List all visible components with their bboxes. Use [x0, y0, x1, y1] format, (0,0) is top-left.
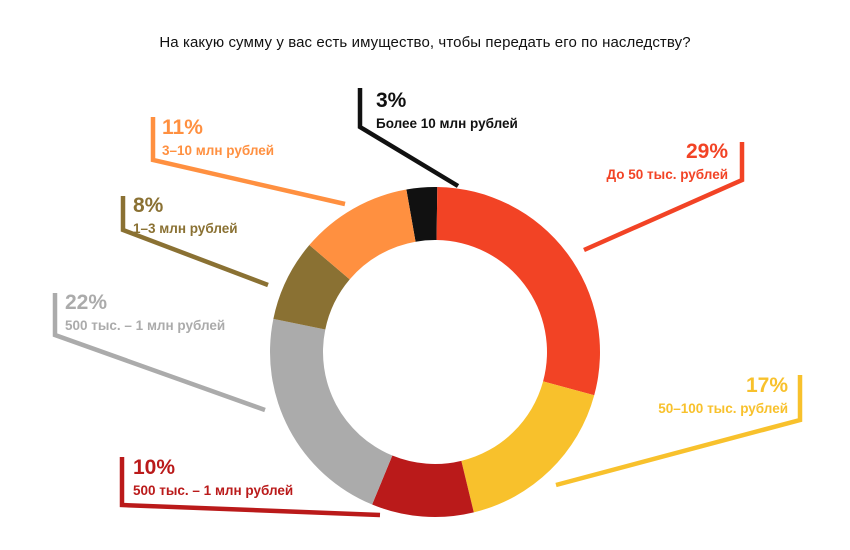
label-3-10m: 11% 3–10 млн рублей: [162, 117, 274, 158]
leader-lines: [52, 88, 803, 518]
pct-50-100k: 17%: [745, 374, 788, 397]
pct-under-50k: 29%: [685, 140, 728, 163]
leader-line-50-100k: [555, 375, 803, 488]
slice-under-50k: [436, 187, 600, 396]
chart-title: На какую сумму у вас есть имущество, что…: [159, 34, 691, 51]
pct-3-10m: 11%: [162, 116, 203, 139]
slice-50-100k: [461, 381, 595, 513]
slice-500k-1m-gray: [270, 318, 393, 505]
cap-50-100k: 50–100 тыс. рублей: [658, 401, 788, 416]
slice-3-10m: [309, 189, 416, 280]
label-500k-1m-red: 10% 500 тыс. – 1 млн рублей: [133, 457, 293, 498]
cap-1-3m: 1–3 млн рублей: [133, 221, 238, 236]
pct-500k-1m-gray: 22%: [65, 291, 108, 314]
donut-slices: [270, 186, 600, 517]
cap-500k-1m-red: 500 тыс. – 1 млн рублей: [133, 483, 294, 498]
label-50-100k: 17% 50–100 тыс. рублей: [658, 375, 788, 416]
slice-1-3m: [273, 245, 350, 330]
leader-line-1-3m: [120, 196, 269, 288]
pct-over-10m: 3%: [376, 89, 407, 112]
leader-line-3-10m: [150, 117, 346, 207]
cap-500k-1m-gray: 500 тыс. – 1 млн рублей: [65, 318, 226, 333]
cap-3-10m: 3–10 млн рублей: [162, 143, 275, 158]
pct-1-3m: 8%: [133, 194, 164, 217]
pct-500k-1m-red: 10%: [133, 456, 176, 479]
slice-over-10m: [406, 186, 438, 242]
label-under-50k: 29% До 50 тыс. рублей: [607, 141, 728, 182]
leader-line-500k-1m-gray: [52, 293, 266, 413]
cap-over-10m: Более 10 млн рублей: [376, 116, 518, 131]
slice-500k-1m-red: [372, 455, 474, 517]
label-over-10m: 3% Более 10 млн рублей: [376, 90, 518, 131]
cap-under-50k: До 50 тыс. рублей: [606, 167, 728, 182]
leader-line-over-10m: [357, 88, 460, 188]
label-1-3m: 8% 1–3 млн рублей: [133, 195, 238, 236]
leader-line-under-50k: [583, 142, 745, 253]
label-500k-1m-gray: 22% 500 тыс. – 1 млн рублей: [65, 292, 225, 333]
leader-line-500k-1m-red: [119, 457, 381, 518]
